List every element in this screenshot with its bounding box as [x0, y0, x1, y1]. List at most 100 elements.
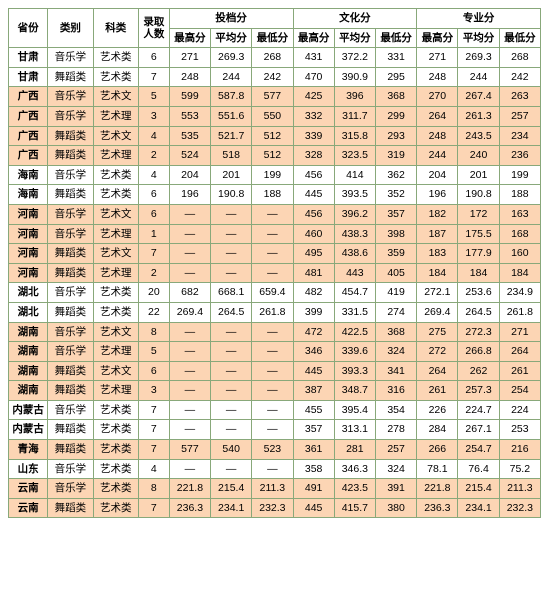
cell-zy-avg: 261.3 — [458, 106, 499, 126]
table-row: 海南音乐学艺术类4204201199456414362204201199 — [9, 165, 541, 185]
cell-province: 山东 — [9, 459, 48, 479]
cell-td-hi: 236.3 — [169, 498, 210, 518]
cell-wh-avg: 313.1 — [334, 420, 375, 440]
group-toudang: 投档分 — [169, 9, 293, 29]
table-body: 甘肃音乐学艺术类6271269.3268431372.2331271269.32… — [9, 48, 541, 518]
col-td-avg: 平均分 — [211, 28, 252, 48]
cell-province: 青海 — [9, 440, 48, 460]
cell-zy-avg: 190.8 — [458, 185, 499, 205]
cell-td-avg: 587.8 — [211, 87, 252, 107]
cell-count: 7 — [138, 420, 169, 440]
cell-zy-lo: 163 — [499, 204, 540, 224]
cell-wh-lo: 278 — [375, 420, 416, 440]
cell-category: 音乐学 — [48, 342, 93, 362]
cell-wh-avg: 423.5 — [334, 479, 375, 499]
cell-zy-avg: 224.7 — [458, 400, 499, 420]
cell-zy-hi: 272 — [417, 342, 458, 362]
cell-td-hi: 682 — [169, 283, 210, 303]
cell-wh-lo: 357 — [375, 204, 416, 224]
table-header: 省份 类别 科类 录取人数 投档分 文化分 专业分 最高分 平均分 最低分 最高… — [9, 9, 541, 48]
cell-wh-avg: 390.9 — [334, 67, 375, 87]
cell-td-lo: — — [252, 400, 293, 420]
cell-td-avg: — — [211, 381, 252, 401]
cell-province: 甘肃 — [9, 48, 48, 68]
cell-wh-hi: 361 — [293, 440, 334, 460]
cell-td-avg: 234.1 — [211, 498, 252, 518]
cell-td-avg: 264.5 — [211, 302, 252, 322]
cell-wh-lo: 368 — [375, 322, 416, 342]
cell-zy-avg: 257.3 — [458, 381, 499, 401]
cell-td-avg: — — [211, 420, 252, 440]
cell-province: 湖南 — [9, 361, 48, 381]
cell-zy-avg: 234.1 — [458, 498, 499, 518]
cell-subject: 艺术类 — [93, 165, 138, 185]
table-row: 湖南音乐学艺术理5———346339.6324272266.8264 — [9, 342, 541, 362]
cell-wh-hi: 456 — [293, 165, 334, 185]
cell-wh-lo: 341 — [375, 361, 416, 381]
cell-zy-lo: 184 — [499, 263, 540, 283]
cell-count: 6 — [138, 361, 169, 381]
cell-count: 2 — [138, 263, 169, 283]
cell-wh-lo: 293 — [375, 126, 416, 146]
cell-zy-hi: 196 — [417, 185, 458, 205]
cell-td-hi: — — [169, 361, 210, 381]
cell-wh-hi: 399 — [293, 302, 334, 322]
col-wh-low: 最低分 — [375, 28, 416, 48]
cell-zy-lo: 257 — [499, 106, 540, 126]
col-td-low: 最低分 — [252, 28, 293, 48]
table-row: 湖北音乐学艺术类20682668.1659.4482454.7419272.12… — [9, 283, 541, 303]
cell-wh-lo: 257 — [375, 440, 416, 460]
cell-td-hi: 204 — [169, 165, 210, 185]
cell-zy-hi: 187 — [417, 224, 458, 244]
cell-zy-hi: 236.3 — [417, 498, 458, 518]
cell-td-lo: — — [252, 381, 293, 401]
cell-zy-hi: 204 — [417, 165, 458, 185]
cell-subject: 艺术类 — [93, 283, 138, 303]
cell-count: 8 — [138, 322, 169, 342]
cell-td-avg: — — [211, 204, 252, 224]
cell-count: 6 — [138, 204, 169, 224]
cell-category: 音乐学 — [48, 48, 93, 68]
table-row: 广西舞蹈类艺术文4535521.7512339315.8293248243.52… — [9, 126, 541, 146]
cell-subject: 艺术理 — [93, 263, 138, 283]
cell-td-avg: — — [211, 400, 252, 420]
cell-td-hi: 599 — [169, 87, 210, 107]
cell-zy-avg: 253.6 — [458, 283, 499, 303]
cell-td-lo: 577 — [252, 87, 293, 107]
cell-province: 湖南 — [9, 322, 48, 342]
cell-td-lo: — — [252, 244, 293, 264]
cell-province: 内蒙古 — [9, 420, 48, 440]
cell-wh-avg: 281 — [334, 440, 375, 460]
table-row: 云南音乐学艺术类8221.8215.4211.3491423.5391221.8… — [9, 479, 541, 499]
cell-zy-lo: 261 — [499, 361, 540, 381]
cell-category: 舞蹈类 — [48, 498, 93, 518]
cell-count: 8 — [138, 479, 169, 499]
cell-zy-lo: 199 — [499, 165, 540, 185]
col-subject: 科类 — [93, 9, 138, 48]
col-td-high: 最高分 — [169, 28, 210, 48]
cell-zy-avg: 184 — [458, 263, 499, 283]
cell-zy-hi: 284 — [417, 420, 458, 440]
cell-province: 广西 — [9, 106, 48, 126]
cell-wh-lo: 352 — [375, 185, 416, 205]
cell-td-hi: 196 — [169, 185, 210, 205]
cell-td-lo: — — [252, 342, 293, 362]
group-zhuanye: 专业分 — [417, 9, 541, 29]
cell-td-lo: — — [252, 204, 293, 224]
cell-wh-lo: 316 — [375, 381, 416, 401]
cell-td-avg: — — [211, 342, 252, 362]
table-row: 河南舞蹈类艺术文7———495438.6359183177.9160 — [9, 244, 541, 264]
cell-zy-avg: 262 — [458, 361, 499, 381]
cell-zy-avg: 177.9 — [458, 244, 499, 264]
col-province: 省份 — [9, 9, 48, 48]
cell-wh-hi: 481 — [293, 263, 334, 283]
cell-td-lo: 659.4 — [252, 283, 293, 303]
cell-subject: 艺术类 — [93, 185, 138, 205]
cell-zy-lo: 232.3 — [499, 498, 540, 518]
table-row: 甘肃舞蹈类艺术类7248244242470390.9295248244242 — [9, 67, 541, 87]
cell-zy-hi: 221.8 — [417, 479, 458, 499]
cell-wh-avg: 396 — [334, 87, 375, 107]
cell-subject: 艺术文 — [93, 204, 138, 224]
table-row: 湖南音乐学艺术文8———472422.5368275272.3271 — [9, 322, 541, 342]
cell-zy-lo: 234 — [499, 126, 540, 146]
